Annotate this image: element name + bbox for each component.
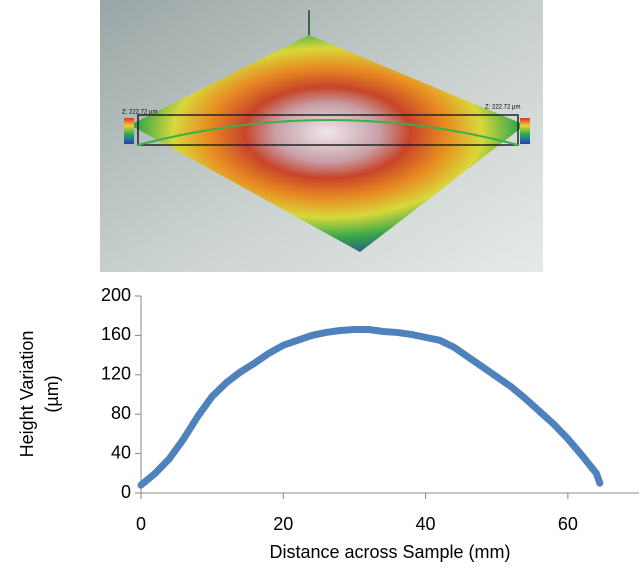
color-bar <box>520 118 530 144</box>
color-bar <box>124 118 134 144</box>
y-tick-label: 80 <box>111 403 131 423</box>
profile-line <box>137 119 519 146</box>
y-tick-label: 0 <box>121 482 131 502</box>
profile-box <box>137 114 519 146</box>
y-tick-label: 120 <box>101 364 131 384</box>
annotation: Z: 222.72 µm <box>485 105 520 111</box>
surface-image: Z: 222.72 µm Z: 222.72 µm <box>100 0 543 272</box>
x-tick-label: 60 <box>558 514 578 534</box>
annotation: Z: 222.72 µm <box>122 110 157 116</box>
y-axis-label: (µm) <box>42 375 62 412</box>
y-tick-label: 40 <box>111 442 131 462</box>
surface <box>130 35 525 252</box>
x-tick-label: 20 <box>273 514 293 534</box>
y-tick-label: 200 <box>101 285 131 305</box>
y-axis-label: Height Variation <box>17 331 37 458</box>
x-axis-label: Distance across Sample (mm) <box>269 542 510 562</box>
x-tick-label: 40 <box>416 514 436 534</box>
data-line <box>137 325 604 489</box>
y-tick-label: 160 <box>101 324 131 344</box>
x-tick-label: 0 <box>136 514 146 534</box>
